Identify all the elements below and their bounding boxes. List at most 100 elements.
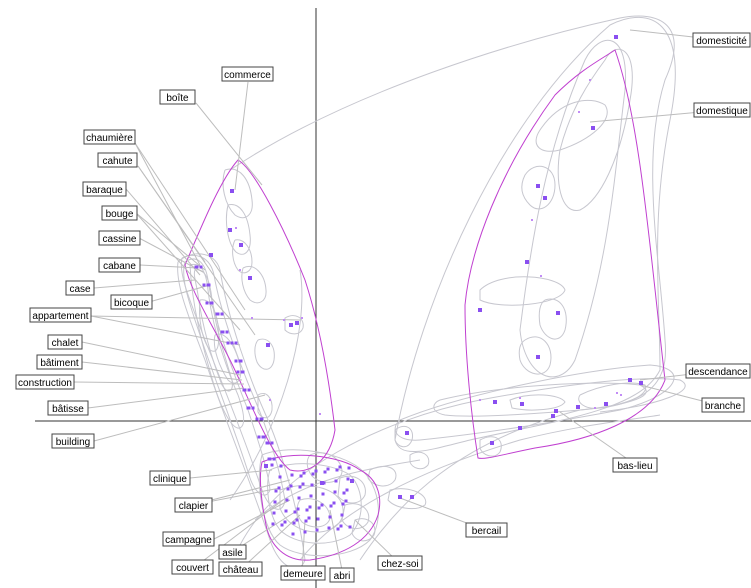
label-text: clapier [179, 501, 209, 512]
label-descendance[interactable]: descendance [685, 363, 751, 379]
label-domesticite[interactable]: domesticité [692, 32, 751, 48]
label-text: descendance [688, 367, 748, 378]
label-boite[interactable]: boîte [159, 89, 196, 105]
label-text: domestique [696, 106, 748, 117]
label-text: chalet [52, 338, 79, 349]
label-chalet[interactable]: chalet [47, 334, 83, 350]
point-small [479, 399, 481, 401]
point [335, 468, 339, 472]
label-asile[interactable]: asile [218, 544, 247, 560]
point [266, 343, 270, 347]
point-small [578, 111, 580, 113]
cloud-contours [229, 15, 686, 561]
point [234, 341, 238, 345]
point [272, 511, 276, 515]
label-construction[interactable]: construction [15, 374, 75, 390]
point [328, 515, 332, 519]
point-small [239, 269, 241, 271]
label-couvert[interactable]: couvert [171, 559, 214, 575]
point [304, 519, 308, 523]
label-text: chaumière [86, 133, 133, 144]
point [303, 530, 307, 534]
label-domestique[interactable]: domestique [693, 102, 751, 118]
point [247, 388, 251, 392]
point [315, 528, 319, 532]
label-text: commerce [224, 70, 271, 81]
point [230, 189, 234, 193]
point [205, 301, 209, 305]
point [226, 341, 230, 345]
label-batiment[interactable]: bâtiment [36, 354, 83, 370]
label-bouge[interactable]: bouge [101, 205, 138, 221]
point [311, 472, 315, 476]
label-bicoque[interactable]: bicoque [110, 294, 153, 310]
point [234, 359, 238, 363]
label-case[interactable]: case [65, 280, 95, 296]
point [345, 488, 349, 492]
point [251, 406, 255, 410]
label-text: boîte [166, 93, 189, 104]
label-chez-soi[interactable]: chez-soi [377, 555, 423, 571]
point-small [251, 317, 253, 319]
point [536, 184, 540, 188]
label-text: bâtisse [52, 404, 84, 415]
point-small [519, 397, 521, 399]
label-chaumiere[interactable]: chaumière [83, 129, 136, 145]
point [293, 510, 297, 514]
label-text: campagne [165, 535, 212, 546]
label-branche[interactable]: branche [701, 397, 745, 413]
point [329, 504, 333, 508]
point [340, 513, 344, 517]
label-bercail[interactable]: bercail [465, 522, 508, 538]
label-commerce[interactable]: commerce [221, 66, 274, 82]
point [273, 500, 277, 504]
label-campagne[interactable]: campagne [162, 531, 215, 547]
label-appartement[interactable]: appartement [29, 307, 92, 323]
label-clinique[interactable]: clinique [149, 470, 191, 486]
point [247, 406, 251, 410]
label-cabane[interactable]: cabane [98, 257, 141, 273]
point [268, 457, 272, 461]
label-text: bas-lieu [617, 461, 652, 472]
point [297, 496, 301, 500]
point [576, 405, 580, 409]
point-small [531, 219, 533, 221]
label-text: château [223, 565, 259, 576]
point [341, 502, 345, 506]
point [543, 196, 547, 200]
label-text: bicoque [114, 298, 149, 309]
label-cahute[interactable]: cahute [97, 152, 138, 168]
point [295, 518, 299, 522]
label-chateau[interactable]: château [218, 561, 263, 577]
point [292, 521, 296, 525]
point [228, 228, 232, 232]
point [347, 466, 351, 470]
point [326, 467, 330, 471]
point [277, 486, 281, 490]
point [301, 482, 305, 486]
point [272, 457, 276, 461]
point [410, 495, 414, 499]
point [216, 312, 220, 316]
point [271, 522, 275, 526]
point [346, 477, 350, 481]
label-batisse[interactable]: bâtisse [47, 400, 89, 416]
label-bas-lieu[interactable]: bas-lieu [612, 457, 658, 473]
point [199, 265, 203, 269]
label-text: bercail [472, 526, 501, 537]
label-demeure[interactable]: demeure [280, 565, 326, 581]
point [285, 498, 289, 502]
point [241, 370, 245, 374]
label-building[interactable]: building [51, 433, 95, 449]
point [302, 471, 306, 475]
point [405, 431, 409, 435]
label-clapier[interactable]: clapier [174, 497, 213, 513]
point [266, 441, 270, 445]
point [321, 492, 325, 496]
point [286, 487, 290, 491]
label-baraque[interactable]: baraque [82, 181, 127, 197]
label-cassine[interactable]: cassine [98, 230, 141, 246]
point-small [301, 317, 303, 319]
label-abri[interactable]: abri [329, 567, 355, 583]
label-text: abri [334, 571, 351, 582]
